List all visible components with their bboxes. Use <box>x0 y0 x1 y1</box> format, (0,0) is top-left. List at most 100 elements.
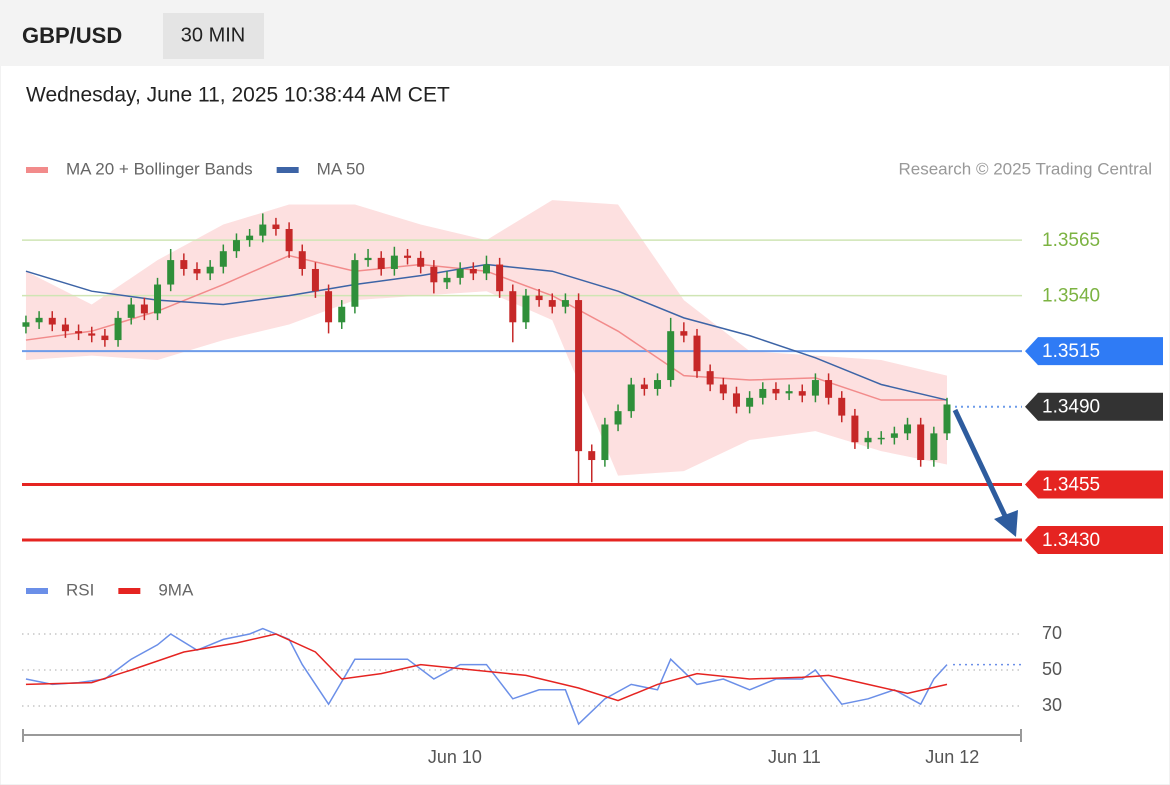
candle-body <box>390 255 398 269</box>
candle-body <box>232 240 240 252</box>
candle-body <box>706 371 714 385</box>
candle-body <box>930 433 938 461</box>
candle-body <box>627 384 635 412</box>
level-label: 1.3565 <box>1042 230 1100 251</box>
candle-body <box>338 306 346 323</box>
candle-body <box>127 304 135 318</box>
candle-body <box>193 268 201 274</box>
candle-body <box>154 284 162 314</box>
level-tag <box>1025 337 1163 366</box>
candle-body <box>917 424 925 461</box>
candle-body <box>101 335 109 341</box>
candle-body <box>285 228 293 252</box>
candle-body <box>864 437 872 443</box>
legend-label: 9MA <box>158 580 194 599</box>
candle-body <box>140 304 148 314</box>
candle-body <box>732 393 740 407</box>
candle-body <box>35 317 43 323</box>
legend-label: MA 20 + Bollinger Bands <box>66 159 253 178</box>
candle-body <box>614 411 622 425</box>
candle-body <box>838 397 846 416</box>
legend-swatch <box>26 167 48 173</box>
level-label: 1.3430 <box>1042 530 1100 551</box>
forecast-arrowhead <box>994 510 1018 537</box>
legend-swatch <box>276 167 299 173</box>
candle-body <box>259 224 267 236</box>
timeframe: 30 MIN <box>181 24 245 46</box>
level-tag <box>1025 392 1163 421</box>
y-tick-label: 30 <box>1042 695 1062 715</box>
level-label: 1.3515 <box>1042 341 1100 362</box>
candle-body <box>680 331 688 336</box>
candle-body <box>535 295 543 301</box>
candle-body <box>811 380 819 396</box>
level-label: 1.3540 <box>1042 286 1100 307</box>
candle-body <box>272 224 280 229</box>
candle-body <box>851 415 859 443</box>
candle-body <box>456 268 464 278</box>
candle-body <box>377 257 385 269</box>
candle-body <box>219 251 227 267</box>
indicator-line <box>25 633 948 702</box>
symbol: GBP/USD <box>22 23 122 48</box>
candle-body <box>904 424 912 434</box>
candle-body <box>548 300 556 307</box>
level-label: 1.3455 <box>1042 474 1100 495</box>
candle-body <box>75 331 83 334</box>
candle-body <box>640 384 648 389</box>
candle-body <box>575 300 583 452</box>
x-tick-label: Jun 10 <box>428 747 482 767</box>
timeframe-box <box>163 13 264 59</box>
timestamp: Wednesday, June 11, 2025 10:38:44 AM CET <box>26 84 450 107</box>
legend-label: RSI <box>66 580 94 599</box>
y-tick-label: 50 <box>1042 659 1062 679</box>
plot: 1.3565 1.3540 1.3515 1.3490 1.3455 1.3430 MA 2… <box>22 159 1163 767</box>
legend-swatch <box>118 588 141 594</box>
candle-body <box>522 295 530 323</box>
x-tick-label: Jun 11 <box>768 747 821 767</box>
level-tag <box>1025 526 1163 555</box>
candle-body <box>114 317 122 341</box>
candle-body <box>364 257 372 261</box>
legend-label: MA 50 <box>317 159 365 178</box>
candle-body <box>719 384 727 394</box>
candle-body <box>509 291 517 323</box>
y-tick-label: 70 <box>1042 623 1062 643</box>
candle-body <box>443 277 451 283</box>
candle-body <box>180 260 188 269</box>
candle-body <box>325 291 333 323</box>
candle-body <box>298 251 306 269</box>
candle-body <box>48 317 56 325</box>
candle-body <box>469 268 477 274</box>
candle-body <box>785 391 793 394</box>
candle-body <box>654 380 662 389</box>
candle-body <box>693 335 701 372</box>
candle-body <box>430 266 438 283</box>
candle-body <box>877 437 885 440</box>
candle-body <box>61 324 69 332</box>
candle-body <box>496 264 504 292</box>
candle-body <box>588 451 596 461</box>
candle-body <box>561 300 569 307</box>
candle-body <box>825 380 833 398</box>
forecast-arrow <box>952 408 1009 520</box>
candle-body <box>759 388 767 398</box>
level-tag <box>1025 470 1163 499</box>
candle-body <box>351 260 359 307</box>
legend-swatch <box>26 588 48 594</box>
candle-body <box>601 424 609 461</box>
candle-body <box>943 404 951 434</box>
bollinger-band <box>25 200 947 476</box>
indicator-line <box>25 627 948 726</box>
candle-body <box>482 264 490 274</box>
copyright: Research © 2025 Trading Central <box>899 159 1153 178</box>
candle-body <box>167 260 175 285</box>
candle-body <box>88 333 96 336</box>
candle-body <box>772 388 780 394</box>
candle-body <box>22 322 30 327</box>
level-label: 1.3490 <box>1042 397 1100 418</box>
candle-body <box>417 257 425 267</box>
candle-body <box>404 255 412 258</box>
